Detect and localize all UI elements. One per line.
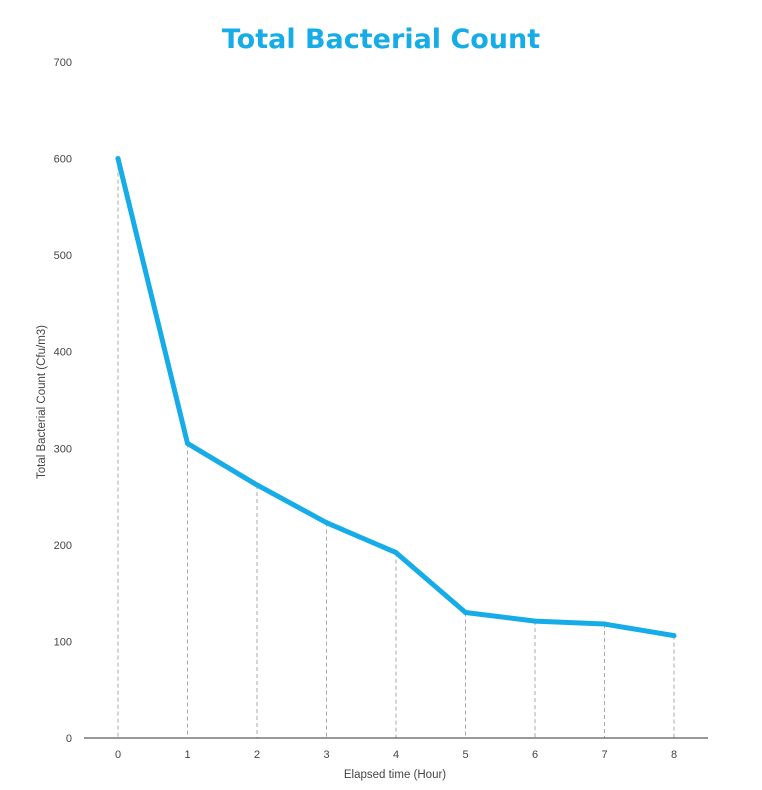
y-tick-label: 0 bbox=[66, 733, 72, 745]
data-points bbox=[115, 156, 677, 639]
y-tick-label: 700 bbox=[54, 57, 72, 69]
x-axis-ticks: 0 1 2 3 4 5 6 7 8 bbox=[115, 749, 677, 761]
y-tick-label: 300 bbox=[54, 443, 72, 455]
x-tick-label: 3 bbox=[323, 749, 329, 761]
x-tick-label: 0 bbox=[115, 749, 121, 761]
chart-title: Total Bacterial Count bbox=[221, 24, 541, 55]
x-tick-label: 7 bbox=[601, 749, 607, 761]
x-axis-label: Elapsed time (Hour) bbox=[344, 769, 446, 781]
drop-lines bbox=[117, 158, 675, 738]
x-tick-label: 5 bbox=[462, 749, 468, 761]
x-tick-label: 1 bbox=[184, 749, 190, 761]
x-tick-label: 2 bbox=[254, 749, 260, 761]
data-point bbox=[324, 520, 329, 526]
data-point bbox=[185, 440, 190, 446]
data-point bbox=[463, 609, 468, 615]
y-tick-label: 100 bbox=[54, 636, 72, 648]
data-point bbox=[602, 621, 607, 627]
data-point bbox=[671, 633, 677, 639]
x-tick-label: 8 bbox=[671, 749, 677, 761]
y-tick-label: 400 bbox=[54, 347, 72, 359]
x-tick-label: 4 bbox=[393, 749, 399, 761]
y-axis-label: Total Bacterial Count (Cfu/m3) bbox=[36, 325, 48, 479]
data-point bbox=[115, 156, 121, 162]
y-tick-label: 500 bbox=[54, 250, 72, 262]
y-axis-ticks: 0 100 200 300 400 500 600 700 bbox=[54, 57, 72, 745]
series-line bbox=[115, 156, 677, 639]
data-point bbox=[393, 550, 399, 556]
data-point bbox=[254, 482, 260, 488]
x-tick-label: 6 bbox=[532, 749, 538, 761]
data-point bbox=[532, 618, 538, 624]
y-tick-label: 200 bbox=[54, 540, 72, 552]
y-tick-label: 600 bbox=[54, 154, 72, 166]
